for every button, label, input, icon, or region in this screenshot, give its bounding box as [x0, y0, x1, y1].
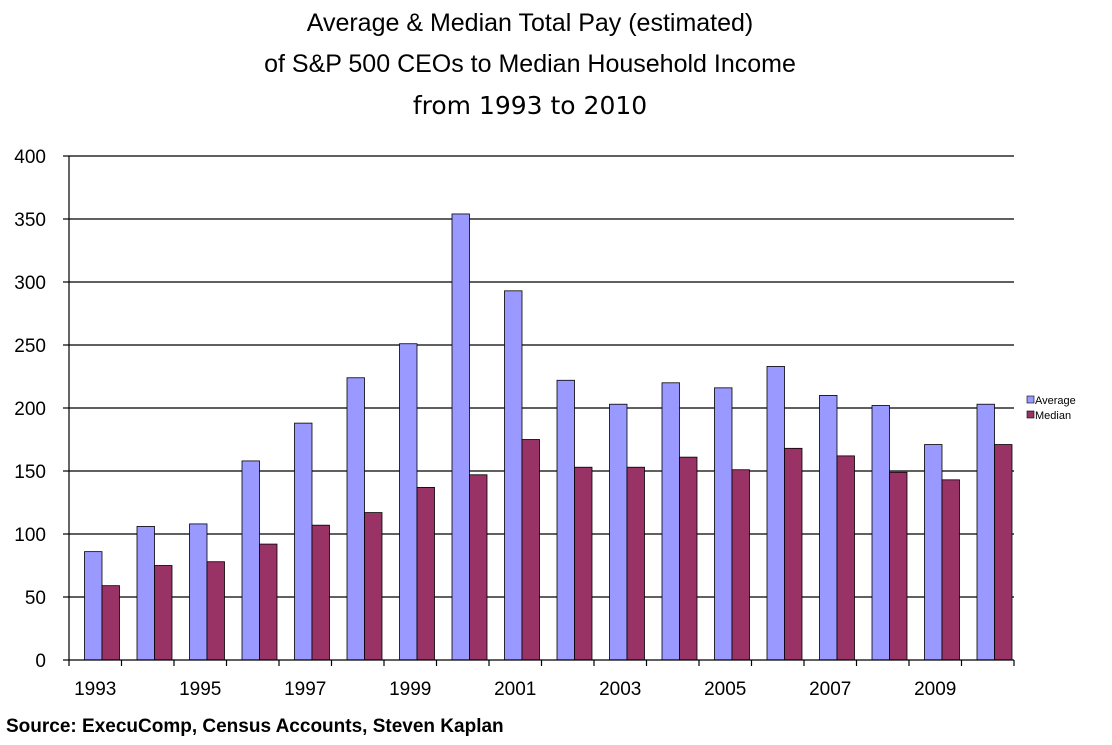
bar-median-2010: [994, 444, 1013, 661]
bar-average-2004: [661, 382, 680, 661]
bar-median-1994: [154, 565, 173, 661]
y-tick-label: 150: [14, 462, 46, 483]
legend-label-average: Average: [1035, 395, 1076, 407]
gridlines: [69, 155, 1014, 598]
y-tick-labels: 0 50 100 150 200 250 300 350 400: [14, 147, 46, 672]
chart-title-line-3: from 1993 to 2010: [413, 91, 647, 120]
x-tick-label: 1995: [179, 679, 221, 700]
bar-median-2002: [574, 466, 593, 661]
legend: Average Median: [1023, 387, 1110, 427]
chart-title-line-2: of S&P 500 CEOs to Median Household Inco…: [264, 50, 796, 78]
legend-label-median: Median: [1035, 410, 1071, 422]
bar-average-2000: [451, 213, 470, 661]
bar-average-1997: [294, 422, 313, 661]
bar-average-1995: [189, 523, 208, 661]
x-tick-label: 2005: [704, 679, 746, 700]
bar-median-1997: [311, 524, 330, 661]
bar-average-1999: [399, 343, 418, 661]
bar-median-2008: [889, 471, 908, 661]
bar-median-2004: [679, 456, 698, 661]
y-tick-label: 300: [14, 273, 46, 294]
x-tick-label: 2009: [914, 679, 956, 700]
y-tick-label: 200: [14, 399, 46, 420]
bar-median-1995: [206, 561, 225, 661]
bar-average-2005: [714, 387, 733, 661]
x-tick-label: 2001: [494, 679, 536, 700]
bar-median-1998: [364, 512, 383, 661]
axes: [63, 155, 1015, 666]
bar-median-2003: [626, 466, 645, 661]
x-tick-label: 1999: [389, 679, 431, 700]
x-tick-label: 2007: [809, 679, 851, 700]
bar-average-2001: [504, 290, 523, 661]
y-tick-label: 50: [25, 588, 46, 609]
bar-average-2010: [976, 403, 995, 661]
bar-median-2001: [521, 439, 540, 661]
y-tick-label: 100: [14, 525, 46, 546]
x-tick-label: 1997: [284, 679, 326, 700]
legend-swatch-median: [1026, 410, 1035, 419]
bar-average-2006: [766, 366, 785, 661]
y-tick-label: 400: [14, 147, 46, 168]
bar-median-2005: [731, 469, 750, 661]
bar-average-2003: [609, 403, 628, 661]
bar-average-1994: [136, 526, 155, 661]
bar-average-1998: [346, 377, 365, 661]
bar-average-1993: [84, 551, 103, 661]
bar-median-2006: [784, 447, 803, 661]
x-tick-label: 1993: [74, 679, 116, 700]
bar-average-1996: [241, 460, 260, 661]
bar-average-2008: [871, 405, 890, 661]
bar-average-2002: [556, 379, 575, 661]
y-tick-label: 250: [14, 336, 46, 357]
bar-median-1993: [101, 585, 120, 661]
bar-median-2007: [836, 455, 855, 661]
x-tick-label: 2003: [599, 679, 641, 700]
bar-median-2000: [469, 474, 488, 661]
chart-title-line-1: Average & Median Total Pay (estimated): [307, 9, 754, 37]
bar-median-1999: [416, 486, 435, 661]
source-note: Source: ExecuComp, Census Accounts, Stev…: [6, 716, 504, 737]
bar-median-2009: [941, 479, 960, 661]
bar-average-2009: [924, 444, 943, 661]
y-tick-label: 0: [35, 651, 46, 672]
bar-median-1996: [259, 543, 278, 661]
y-tick-label: 350: [14, 210, 46, 231]
bar-average-2007: [819, 394, 838, 661]
bars: [84, 213, 1013, 661]
legend-swatch-average: [1026, 395, 1035, 404]
x-tick-labels: 1993 1995 1997 1999 2001 2003 2005 2007 2009: [74, 679, 956, 700]
